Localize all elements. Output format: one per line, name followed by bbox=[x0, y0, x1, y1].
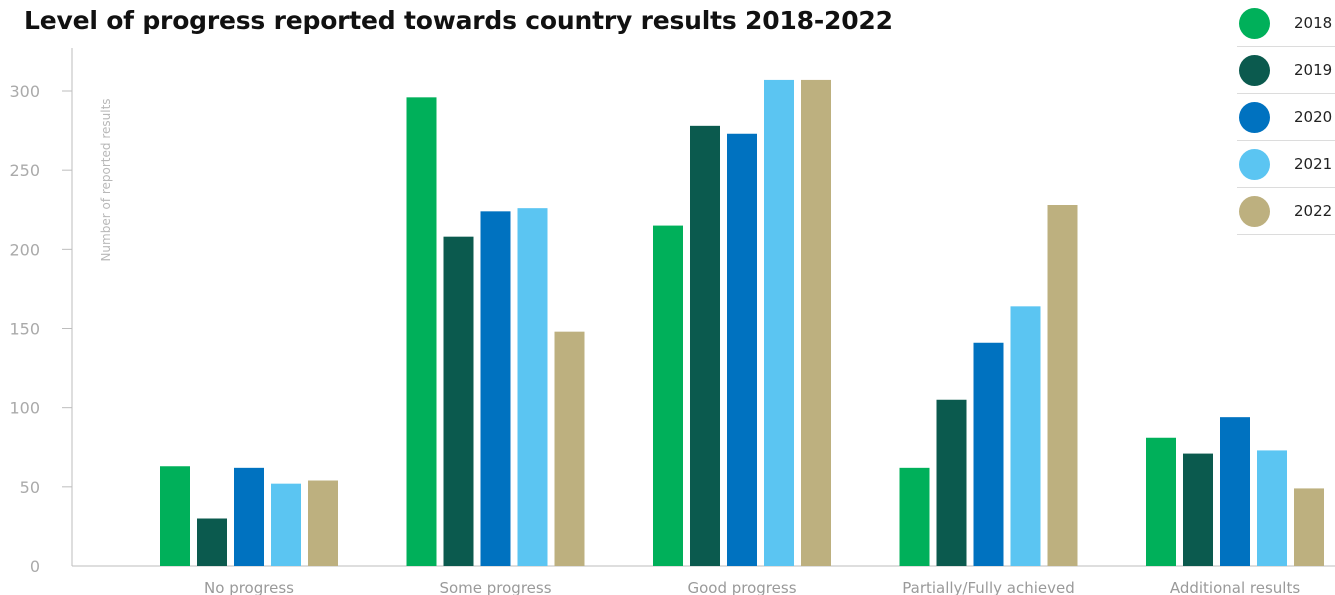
legend-label: 2020 bbox=[1294, 108, 1333, 126]
bar-2018-0 bbox=[160, 466, 190, 566]
y-ticks: 0 50 100 150 200 250 300 bbox=[9, 82, 72, 576]
bar-2018-4 bbox=[1146, 437, 1176, 566]
legend-swatch bbox=[1239, 101, 1270, 133]
bar-2019-2 bbox=[690, 125, 720, 566]
bar-2022-0 bbox=[308, 480, 338, 566]
bar-2021-1 bbox=[517, 208, 548, 566]
legend-label: 2022 bbox=[1294, 202, 1333, 220]
bar-2021-0 bbox=[271, 483, 301, 566]
bar-2022-1 bbox=[554, 331, 585, 566]
y-tick-label: 150 bbox=[9, 320, 40, 339]
bar-2018-2 bbox=[653, 225, 683, 567]
legend-item-2019: 2019 bbox=[1237, 47, 1335, 94]
bar-2019-4 bbox=[1183, 453, 1213, 566]
y-tick-label: 200 bbox=[9, 240, 40, 259]
x-tick-label: Additional results bbox=[1170, 579, 1301, 595]
x-tick-labels: No progress Some progress Good progress Par… bbox=[204, 579, 1300, 595]
bar-2022-4 bbox=[1294, 488, 1324, 566]
legend-item-2022: 2022 bbox=[1237, 188, 1335, 235]
x-tick-label: No progress bbox=[204, 579, 294, 595]
x-tick-label: Some progress bbox=[439, 579, 551, 595]
bars bbox=[160, 79, 1324, 567]
bar-2022-3 bbox=[1047, 205, 1078, 566]
legend-label: 2021 bbox=[1294, 155, 1333, 173]
bar-2020-2 bbox=[727, 133, 757, 566]
y-tick-label: 50 bbox=[20, 478, 40, 497]
legend-swatch bbox=[1239, 148, 1270, 180]
bar-2020-1 bbox=[480, 211, 511, 567]
legend-swatch bbox=[1239, 7, 1270, 39]
chart-title: Level of progress reported towards count… bbox=[24, 6, 893, 35]
bar-2019-3 bbox=[936, 399, 967, 566]
bar-2019-1 bbox=[443, 236, 474, 566]
legend-label: 2019 bbox=[1294, 61, 1333, 79]
legend: 2018 2019 2020 2021 2022 bbox=[1237, 0, 1335, 235]
bar-2021-2 bbox=[764, 79, 794, 567]
legend-item-2021: 2021 bbox=[1237, 141, 1335, 188]
legend-swatch bbox=[1239, 195, 1270, 227]
legend-label: 2018 bbox=[1294, 14, 1333, 32]
y-tick-label: 0 bbox=[30, 557, 40, 576]
bar-2019-0 bbox=[197, 518, 227, 566]
y-tick-label: 300 bbox=[9, 82, 40, 101]
legend-item-2020: 2020 bbox=[1237, 94, 1335, 141]
bar-2022-2 bbox=[801, 79, 831, 567]
legend-swatch bbox=[1239, 54, 1270, 86]
y-tick-label: 100 bbox=[9, 399, 40, 418]
y-tick-label: 250 bbox=[9, 161, 40, 180]
bar-2020-3 bbox=[973, 342, 1004, 566]
bar-2021-3 bbox=[1010, 306, 1041, 566]
bar-2021-4 bbox=[1257, 450, 1287, 566]
bar-2020-0 bbox=[234, 467, 264, 566]
x-tick-label: Partially/Fully achieved bbox=[902, 579, 1075, 595]
bar-2018-3 bbox=[899, 467, 930, 566]
bar-2018-1 bbox=[406, 97, 437, 566]
bar-2020-4 bbox=[1220, 417, 1250, 566]
legend-item-2018: 2018 bbox=[1237, 0, 1335, 47]
x-tick-label: Good progress bbox=[687, 579, 796, 595]
